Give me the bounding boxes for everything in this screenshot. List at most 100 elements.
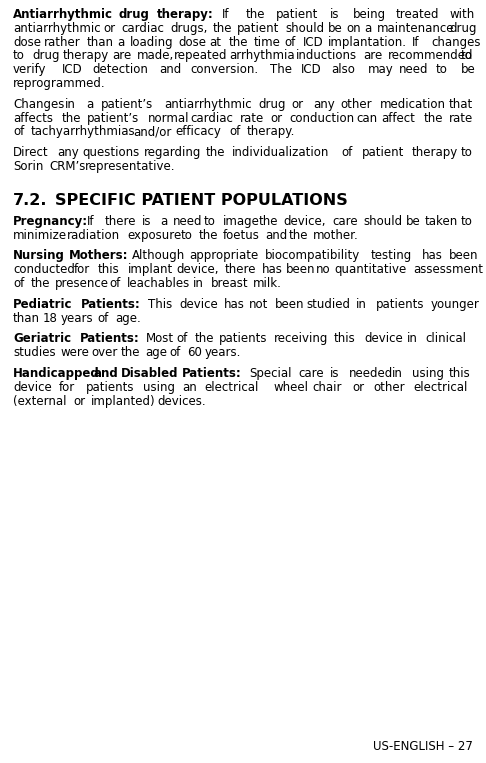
Text: patient: patient: [237, 22, 279, 35]
Text: repeated: repeated: [174, 50, 227, 63]
Text: therapy: therapy: [63, 50, 109, 63]
Text: conducted: conducted: [13, 263, 75, 276]
Text: the: the: [121, 346, 140, 359]
Text: drug: drug: [449, 22, 476, 35]
Text: or: or: [73, 394, 85, 407]
Text: therapy:: therapy:: [157, 8, 213, 21]
Text: that: that: [449, 98, 473, 111]
Text: exposure: exposure: [127, 229, 181, 242]
Text: inductions: inductions: [296, 50, 357, 63]
Text: been: been: [449, 250, 479, 262]
Text: therapy.: therapy.: [247, 125, 295, 138]
Text: medication: medication: [380, 98, 446, 111]
Text: 18: 18: [43, 311, 58, 324]
Text: to: to: [461, 146, 473, 159]
Text: Patients:: Patients:: [79, 333, 139, 346]
Text: the: the: [62, 111, 82, 124]
Text: of: of: [342, 146, 353, 159]
Text: loading: loading: [130, 36, 174, 49]
Text: device: device: [13, 381, 52, 394]
Text: of: of: [13, 125, 24, 138]
Text: also: also: [331, 63, 355, 76]
Text: implanted): implanted): [91, 394, 156, 407]
Text: antiarrhythmic: antiarrhythmic: [13, 22, 101, 35]
Text: been: been: [275, 298, 304, 311]
Text: any: any: [313, 98, 334, 111]
Text: using: using: [143, 381, 175, 394]
Text: breast: breast: [211, 277, 248, 290]
Text: need: need: [173, 215, 203, 228]
Text: is: is: [330, 367, 339, 380]
Text: there: there: [105, 215, 137, 228]
Text: Mothers:: Mothers:: [69, 250, 129, 262]
Text: Pediatric: Pediatric: [13, 298, 72, 311]
Text: minimize: minimize: [13, 229, 67, 242]
Text: an: an: [183, 381, 197, 394]
Text: this: this: [449, 367, 471, 380]
Text: a: a: [117, 36, 124, 49]
Text: age.: age.: [115, 311, 141, 324]
Text: This: This: [148, 298, 173, 311]
Text: no: no: [316, 263, 331, 276]
Text: devices.: devices.: [157, 394, 206, 407]
Text: can: can: [356, 111, 378, 124]
Text: using: using: [412, 367, 444, 380]
Text: patient: patient: [362, 146, 404, 159]
Text: drug: drug: [118, 8, 149, 21]
Text: Pregnancy:: Pregnancy:: [13, 215, 88, 228]
Text: dose: dose: [13, 36, 41, 49]
Text: studied: studied: [306, 298, 350, 311]
Text: to: to: [13, 50, 25, 63]
Text: be: be: [461, 63, 476, 76]
Text: were: were: [61, 346, 90, 359]
Text: US-ENGLISH – 27: US-ENGLISH – 27: [373, 740, 473, 753]
Text: and: and: [94, 367, 119, 380]
Text: individualization: individualization: [232, 146, 330, 159]
Text: of: of: [169, 346, 180, 359]
Text: Patients:: Patients:: [81, 298, 140, 311]
Text: in: in: [65, 98, 75, 111]
Text: device,: device,: [176, 263, 219, 276]
Text: reprogrammed.: reprogrammed.: [13, 77, 105, 90]
Text: years.: years.: [205, 346, 241, 359]
Text: electrical: electrical: [413, 381, 468, 394]
Text: or: or: [352, 381, 364, 394]
Text: for: for: [73, 263, 89, 276]
Text: Handicapped: Handicapped: [13, 367, 100, 380]
Text: biocompatibility: biocompatibility: [265, 250, 360, 262]
Text: in: in: [193, 277, 204, 290]
Text: patient’s: patient’s: [87, 111, 139, 124]
Text: 7.2.: 7.2.: [13, 193, 48, 208]
Text: the: the: [199, 229, 218, 242]
Text: and: and: [160, 63, 182, 76]
Text: leachables: leachables: [127, 277, 190, 290]
Text: or: or: [104, 22, 116, 35]
Text: device: device: [180, 298, 219, 311]
Text: changes: changes: [431, 36, 481, 49]
Text: or: or: [270, 111, 282, 124]
Text: maintenance: maintenance: [377, 22, 454, 35]
Text: in: in: [356, 298, 367, 311]
Text: rate: rate: [240, 111, 264, 124]
Text: the: the: [424, 111, 444, 124]
Text: SPECIFIC PATIENT POPULATIONS: SPECIFIC PATIENT POPULATIONS: [55, 193, 348, 208]
Text: of: of: [13, 277, 24, 290]
Text: the: the: [31, 277, 51, 290]
Text: Although: Although: [132, 250, 185, 262]
Text: treated: treated: [395, 8, 439, 21]
Text: 60: 60: [187, 346, 202, 359]
Text: than: than: [13, 311, 40, 324]
Text: Sorin: Sorin: [13, 160, 43, 173]
Text: the: the: [259, 215, 278, 228]
Text: Nursing: Nursing: [13, 250, 65, 262]
Text: appropriate: appropriate: [190, 250, 259, 262]
Text: there: there: [225, 263, 257, 276]
Text: representative.: representative.: [85, 160, 175, 173]
Text: taken: taken: [424, 215, 458, 228]
Text: are: are: [112, 50, 131, 63]
Text: younger: younger: [431, 298, 480, 311]
Text: should: should: [285, 22, 324, 35]
Text: If: If: [87, 215, 94, 228]
Text: CRM’s: CRM’s: [49, 160, 86, 173]
Text: receiving: receiving: [274, 333, 328, 346]
